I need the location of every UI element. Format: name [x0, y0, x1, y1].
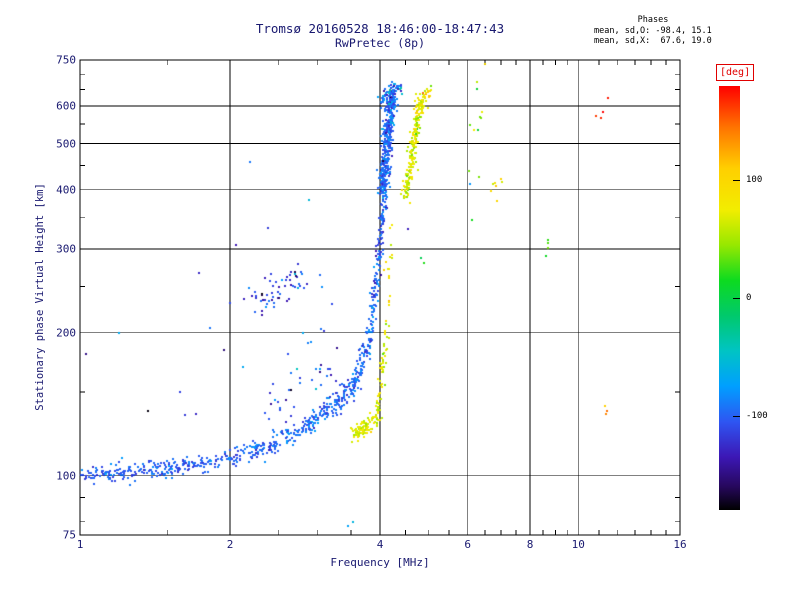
colorbar-tick-label: 0	[746, 293, 752, 303]
y-tick-label: 300	[56, 242, 76, 256]
y-axis-title: Stationary phase Virtual Height [km]	[34, 183, 46, 411]
y-tick-label: 750	[56, 53, 76, 67]
y-tick-label: 100	[56, 469, 76, 483]
x-tick-label: 8	[526, 538, 534, 551]
y-tick-label: 600	[56, 99, 76, 113]
phase-stats-o-line: mean, sd,O: -98.4, 15.1	[594, 25, 712, 36]
colorbar	[719, 86, 740, 510]
plot-subtitle: RwPretec (8p)	[334, 36, 425, 50]
y-tick-label: 200	[56, 326, 76, 340]
x-axis-title: Frequency [MHz]	[330, 556, 430, 569]
phase-stats-x-line: mean, sd,X: 67.6, 19.0	[594, 36, 712, 47]
plot-title: Tromsø 20160528 18:46:00-18:47:43	[255, 21, 505, 36]
colorbar-tick-label: -100	[746, 410, 768, 421]
colorbar-tick-mark	[733, 415, 740, 417]
y-tick-label: 75	[62, 528, 76, 542]
x-tick-label: 10	[571, 538, 585, 551]
x-tick-label: 16	[673, 538, 687, 551]
colorbar-tick-mark	[733, 180, 740, 182]
x-tick-label: 6	[464, 538, 472, 551]
colorbar-tick-mark	[733, 298, 740, 299]
colorbar-unit-label: [deg]	[716, 64, 755, 81]
phase-stats: Phases mean, sd,O: -98.4, 15.1 mean, sd,…	[594, 15, 712, 47]
x-tick-label: 2	[226, 538, 234, 551]
x-tick-label: 1	[76, 538, 84, 551]
phase-stats-header: Phases	[637, 15, 669, 25]
x-tick-label: 4	[376, 538, 384, 551]
colorbar-tick-label: 100	[746, 175, 763, 186]
y-tick-label: 400	[56, 183, 76, 197]
y-tick-label: 500	[56, 137, 76, 151]
